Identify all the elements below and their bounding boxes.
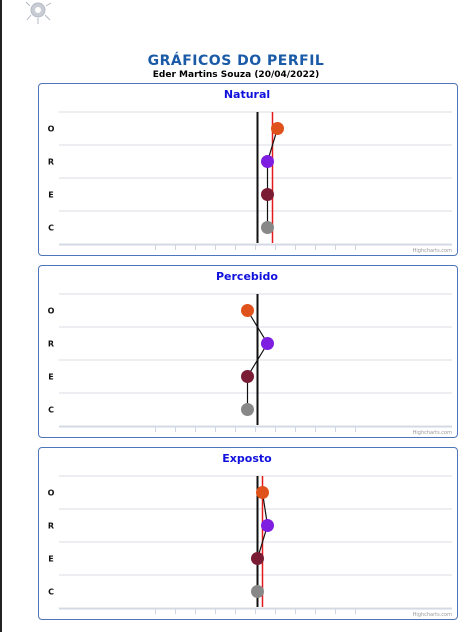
chart-panel-percebido: Percebido O R E C Highcharts.com xyxy=(38,265,458,438)
report-header: GRÁFICOS DO PERFIL Eder Martins Souza (2… xyxy=(0,54,472,81)
chart-title: Exposto xyxy=(222,452,272,465)
category-label-c: C xyxy=(48,588,54,597)
page-left-border xyxy=(0,0,2,632)
chart-exposto: Exposto O R E C Highcharts.com xyxy=(48,452,453,618)
chart-panel-exposto: Exposto O R E C Highcharts.com xyxy=(38,447,458,620)
page-subtitle: Eder Martins Souza (20/04/2022) xyxy=(152,70,320,80)
data-point-r xyxy=(261,519,274,532)
chart-title: Natural xyxy=(224,88,270,101)
category-label-c: C xyxy=(48,224,54,233)
logo-icon xyxy=(24,0,54,26)
chart-title: Percebido xyxy=(216,270,278,283)
category-label-r: R xyxy=(48,158,54,167)
page-title: GRÁFICOS DO PERFIL xyxy=(147,53,325,69)
data-point-o xyxy=(241,304,254,317)
data-point-r xyxy=(261,337,274,350)
series-line xyxy=(246,310,269,410)
highcharts-credit: Highcharts.com xyxy=(413,612,452,618)
category-label-e: E xyxy=(48,555,53,564)
category-label-r: R xyxy=(48,340,54,349)
data-point-c xyxy=(251,585,264,598)
category-label-o: O xyxy=(48,307,55,316)
data-point-c xyxy=(241,403,254,416)
category-label-c: C xyxy=(48,406,54,415)
data-point-r xyxy=(261,155,274,168)
highcharts-credit: Highcharts.com xyxy=(413,248,452,254)
chart-natural: Natural O R E C Highcharts.com xyxy=(48,88,453,254)
highcharts-credit: Highcharts.com xyxy=(413,430,452,436)
category-label-o: O xyxy=(48,125,55,134)
data-point-e xyxy=(241,370,254,383)
category-label-e: E xyxy=(48,373,53,382)
series-line xyxy=(256,492,269,592)
category-label-r: R xyxy=(48,522,54,531)
category-label-e: E xyxy=(48,191,53,200)
data-point-o xyxy=(256,486,269,499)
chart-percebido: Percebido O R E C Highcharts.com xyxy=(48,270,453,436)
category-label-o: O xyxy=(48,489,55,498)
chart-panel-natural: Natural O R E C Highcharts.com xyxy=(38,83,458,256)
data-point-o xyxy=(271,122,284,135)
data-point-c xyxy=(261,221,274,234)
series-line xyxy=(266,128,279,228)
data-point-e xyxy=(261,188,274,201)
data-point-e xyxy=(251,552,264,565)
